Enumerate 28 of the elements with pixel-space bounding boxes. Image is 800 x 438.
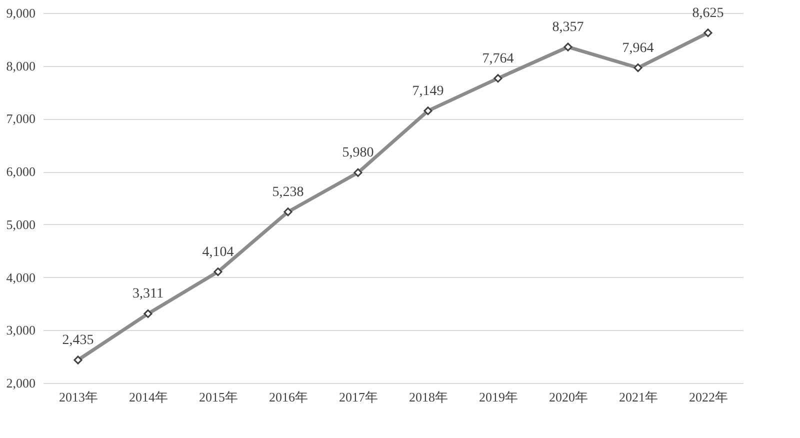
y-tick-label: 8,000 (6, 58, 36, 74)
data-label: 7,149 (412, 84, 444, 99)
y-tick-label: 9,000 (6, 6, 36, 20)
x-tick-label: 2022年 (689, 390, 728, 404)
data-label: 8,357 (552, 20, 584, 35)
data-label: 7,964 (622, 40, 654, 56)
x-tick-label: 2019年 (479, 390, 518, 404)
x-tick-label: 2013年 (59, 390, 98, 404)
y-tick-label: 2,000 (6, 376, 36, 390)
x-tick-label: 2020年 (549, 390, 588, 404)
x-tick-label: 2016年 (269, 390, 308, 404)
y-tick-label: 6,000 (6, 164, 36, 180)
x-tick-label: 2014年 (129, 390, 168, 404)
data-label: 5,238 (272, 184, 304, 200)
y-tick-label: 4,000 (6, 270, 36, 285)
y-tick-label: 3,000 (6, 322, 36, 338)
x-tick-label: 2015年 (199, 390, 238, 404)
data-label: 5,980 (342, 146, 374, 161)
data-label: 3,311 (132, 286, 164, 302)
y-tick-label: 5,000 (6, 216, 36, 232)
x-tick-label: 2017年 (339, 390, 378, 404)
x-tick-label: 2021年 (619, 390, 658, 404)
data-label: 4,104 (202, 244, 234, 260)
data-label: 8,625 (692, 6, 724, 21)
y-tick-label: 7,000 (6, 111, 36, 126)
x-tick-label: 2018年 (409, 390, 448, 404)
data-label: 7,764 (482, 51, 514, 66)
data-label: 2,435 (62, 333, 94, 348)
